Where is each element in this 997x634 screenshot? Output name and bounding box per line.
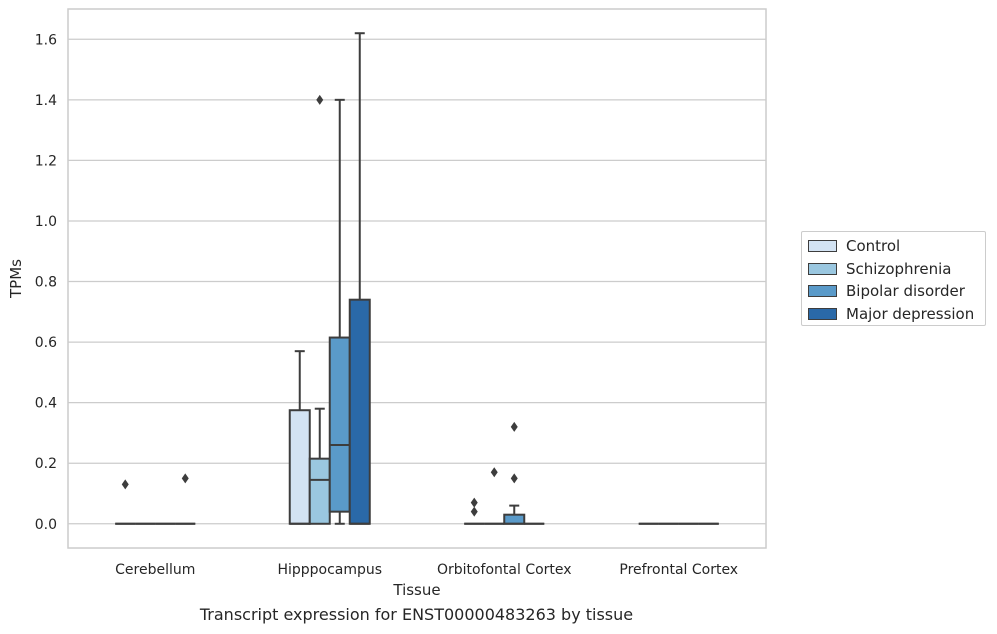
- y-tick-label: 0.4: [35, 396, 57, 412]
- outlier-point: [181, 473, 189, 484]
- outlier-point: [121, 479, 129, 490]
- legend-item-schizophrenia: Schizophrenia: [808, 258, 985, 281]
- legend-swatch: [808, 285, 837, 298]
- x-tick-label: Cerebellum: [115, 562, 195, 578]
- y-tick-label: 1.4: [35, 93, 57, 109]
- box: [288, 409, 311, 525]
- legend-label: Schizophrenia: [846, 259, 952, 278]
- box: [348, 298, 371, 525]
- outlier-point: [510, 421, 518, 432]
- legend-item-bipolar-disorder: Bipolar disorder: [808, 280, 985, 303]
- box-control: [464, 497, 485, 525]
- legend-label: Control: [846, 237, 901, 256]
- outlier-point: [510, 473, 518, 484]
- box-bipolar-disorder: [503, 421, 526, 525]
- y-tick-label: 0.8: [35, 275, 57, 291]
- x-tick-label: Prefrontal Cortex: [619, 562, 738, 578]
- y-tick-label: 1.2: [35, 153, 57, 169]
- y-tick-label: 0.6: [35, 335, 57, 351]
- box: [308, 457, 331, 525]
- legend-label: Major depression: [846, 304, 975, 323]
- box-bipolar-disorder: [328, 98, 351, 525]
- box-major-depression: [348, 32, 371, 525]
- x-axis-label: Tissue: [392, 581, 440, 599]
- y-tick-label: 0.2: [35, 456, 57, 472]
- box-schizophrenia: [308, 94, 331, 525]
- legend-item-major-depression: Major depression: [808, 303, 985, 326]
- legend: Control Schizophrenia Bipolar disorder M…: [801, 231, 986, 326]
- box-major-depression: [175, 473, 196, 525]
- box: [503, 513, 526, 525]
- y-tick-label: 1.0: [35, 214, 57, 230]
- box-control: [288, 350, 311, 525]
- x-tick-label: Hipppocampus: [277, 562, 382, 578]
- outlier-point: [490, 467, 498, 478]
- legend-swatch: [808, 307, 837, 320]
- x-tick-label: Orbitofontal Cortex: [437, 562, 572, 578]
- y-tick-label: 0.0: [35, 517, 57, 533]
- plot-frame: [67, 8, 767, 549]
- legend-label: Bipolar disorder: [846, 282, 965, 301]
- legend-item-control: Control: [808, 235, 985, 258]
- box-schizophrenia: [484, 467, 505, 525]
- plot-area: [68, 9, 766, 548]
- legend-swatch: [808, 240, 837, 253]
- box: [328, 336, 351, 513]
- y-tick-label: 1.6: [35, 32, 57, 48]
- y-axis-label: TPMs: [7, 259, 25, 299]
- outlier-point: [316, 94, 324, 105]
- outlier-point: [470, 497, 478, 508]
- outlier-point: [470, 506, 478, 517]
- legend-swatch: [808, 262, 837, 275]
- box-control: [115, 479, 136, 525]
- chart-caption: Transcript expression for ENST0000048326…: [199, 605, 634, 624]
